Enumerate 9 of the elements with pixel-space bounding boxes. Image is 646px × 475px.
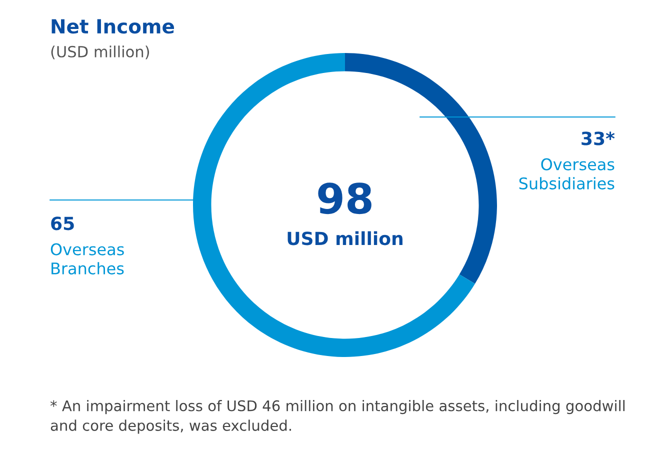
chart-title: Net Income [52,19,174,34]
data-label: 33* [582,132,615,146]
text: * An impairment loss of USD 46 million on intangible assets, including goodwill and core deposits, was excluded. [50,400,625,434]
chart-subtitle: (USD million) [51,46,149,60]
text: USD million [288,231,402,246]
text: 98 [318,182,372,214]
slice-label: Overseas Subsidiaries [519,158,614,190]
slice-label: Overseas Branches [50,243,124,274]
data-label: 65 [51,216,74,230]
